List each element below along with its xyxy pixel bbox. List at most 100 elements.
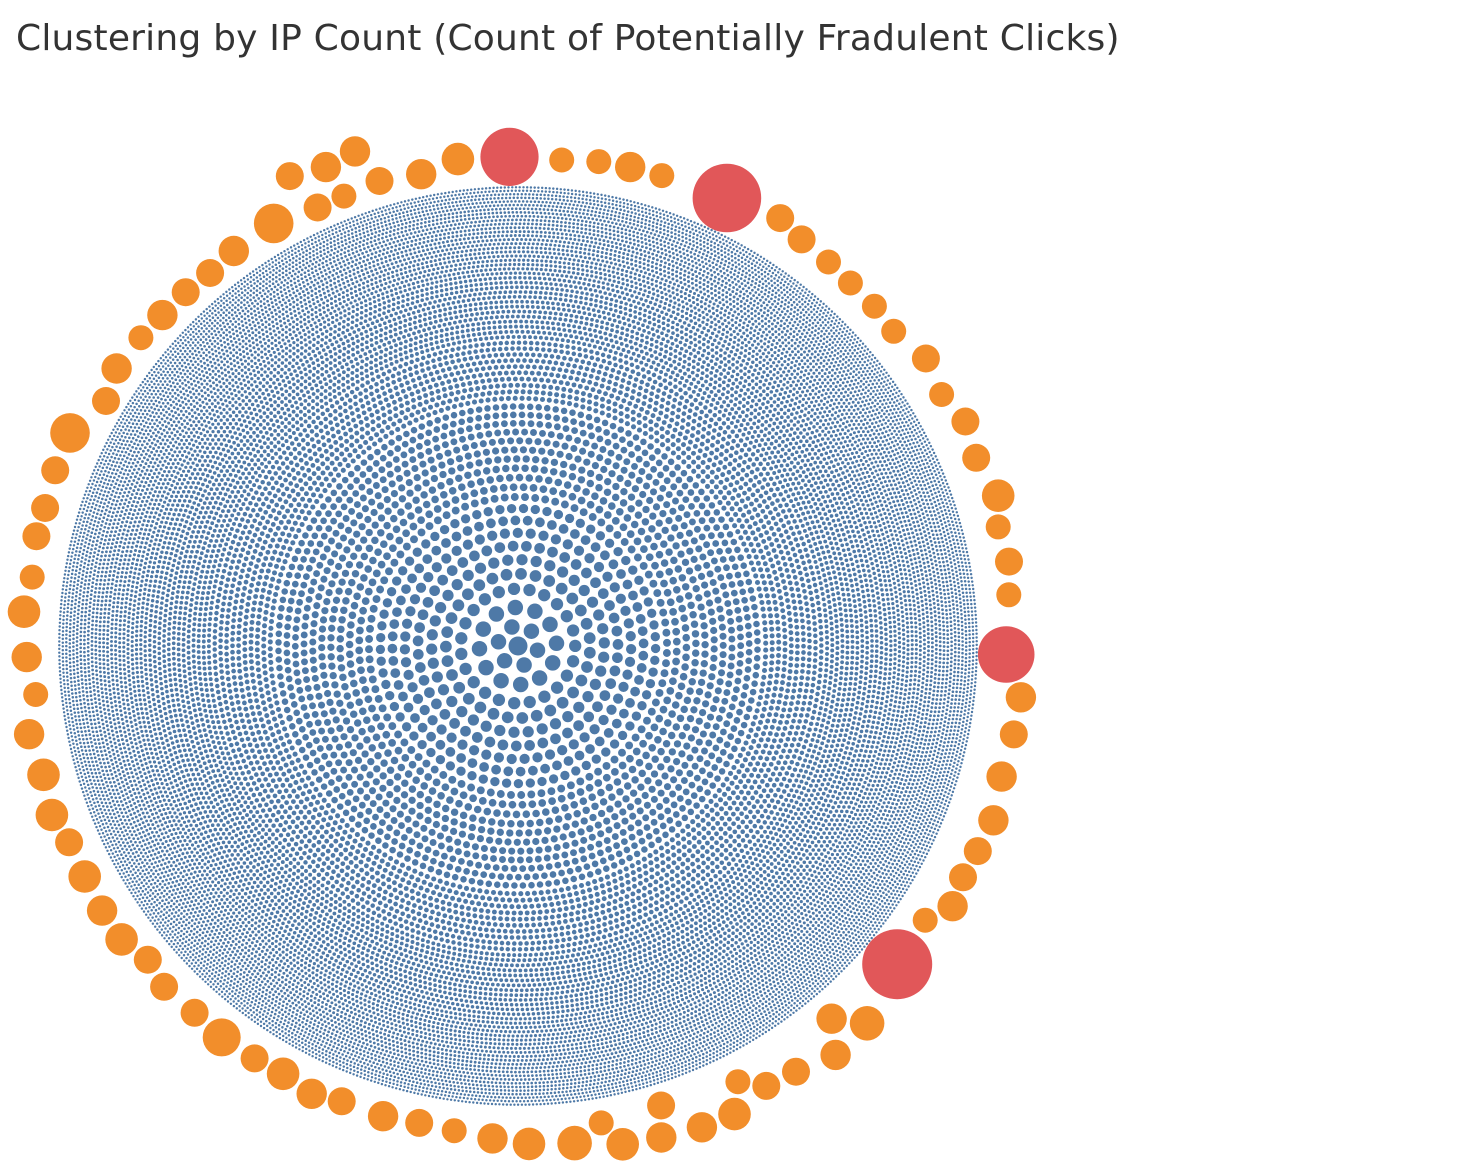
normal-bubble[interactable] bbox=[404, 502, 413, 510]
normal-bubble[interactable] bbox=[363, 817, 371, 825]
normal-bubble[interactable] bbox=[381, 881, 386, 887]
normal-bubble[interactable] bbox=[581, 661, 593, 673]
normal-bubble[interactable] bbox=[309, 656, 317, 664]
normal-bubble[interactable] bbox=[296, 598, 303, 606]
normal-bubble[interactable] bbox=[577, 828, 585, 836]
normal-bubble[interactable] bbox=[446, 845, 454, 853]
normal-bubble[interactable] bbox=[625, 698, 635, 708]
normal-bubble[interactable] bbox=[726, 417, 730, 422]
normal-bubble[interactable] bbox=[655, 714, 664, 723]
normal-bubble[interactable] bbox=[434, 917, 440, 923]
normal-bubble[interactable] bbox=[687, 734, 696, 742]
normal-bubble[interactable] bbox=[618, 896, 624, 902]
normal-bubble[interactable] bbox=[719, 452, 724, 457]
normal-bubble[interactable] bbox=[561, 386, 567, 392]
normal-bubble[interactable] bbox=[412, 776, 421, 784]
normal-bubble[interactable] bbox=[688, 781, 696, 789]
normal-bubble[interactable] bbox=[234, 503, 239, 508]
normal-bubble[interactable] bbox=[751, 814, 757, 820]
normal-bubble[interactable] bbox=[734, 546, 741, 554]
normal-bubble[interactable] bbox=[709, 489, 715, 495]
normal-bubble[interactable] bbox=[311, 769, 318, 776]
normal-bubble[interactable] bbox=[775, 475, 780, 480]
normal-bubble[interactable] bbox=[681, 876, 687, 881]
normal-bubble[interactable] bbox=[456, 753, 466, 763]
normal-bubble[interactable] bbox=[508, 726, 520, 738]
normal-bubble[interactable] bbox=[584, 939, 589, 944]
normal-bubble[interactable] bbox=[654, 863, 660, 869]
normal-bubble[interactable] bbox=[415, 409, 421, 415]
normal-bubble[interactable] bbox=[320, 411, 326, 417]
normal-bubble[interactable] bbox=[341, 569, 350, 578]
normal-bubble[interactable] bbox=[434, 402, 440, 408]
normal-bubble[interactable] bbox=[455, 352, 460, 358]
normal-bubble[interactable] bbox=[624, 901, 630, 906]
normal-bubble[interactable] bbox=[746, 447, 752, 452]
normal-bubble[interactable] bbox=[466, 425, 473, 433]
normal-bubble[interactable] bbox=[246, 770, 251, 775]
normal-bubble[interactable] bbox=[407, 512, 415, 520]
normal-bubble[interactable] bbox=[724, 776, 730, 782]
normal-bubble[interactable] bbox=[493, 946, 498, 951]
normal-bubble[interactable] bbox=[408, 807, 416, 815]
normal-bubble[interactable] bbox=[616, 569, 626, 579]
normal-bubble[interactable] bbox=[263, 457, 268, 462]
normal-bubble[interactable] bbox=[562, 539, 573, 550]
normal-bubble[interactable] bbox=[647, 443, 654, 450]
normal-bubble[interactable] bbox=[365, 635, 374, 643]
normal-bubble[interactable] bbox=[540, 390, 546, 396]
normal-bubble[interactable] bbox=[782, 627, 788, 633]
normal-bubble[interactable] bbox=[377, 886, 383, 892]
normal-bubble[interactable] bbox=[287, 428, 292, 433]
normal-bubble[interactable] bbox=[682, 633, 690, 642]
normal-bubble[interactable] bbox=[504, 838, 512, 846]
normal-bubble[interactable] bbox=[298, 695, 306, 703]
normal-bubble[interactable] bbox=[402, 374, 408, 380]
normal-bubble[interactable] bbox=[364, 368, 369, 373]
normal-bubble[interactable] bbox=[449, 718, 460, 729]
normal-bubble[interactable] bbox=[410, 713, 420, 723]
normal-bubble[interactable] bbox=[361, 876, 366, 882]
normal-bubble[interactable] bbox=[776, 726, 781, 731]
normal-bubble[interactable] bbox=[390, 817, 398, 824]
normal-bubble[interactable] bbox=[422, 554, 433, 564]
normal-bubble[interactable] bbox=[397, 763, 406, 772]
normal-bubble[interactable] bbox=[560, 669, 574, 682]
normal-bubble[interactable] bbox=[223, 699, 229, 705]
normal-bubble[interactable] bbox=[682, 788, 690, 796]
normal-bubble[interactable] bbox=[359, 494, 367, 502]
normal-bubble[interactable] bbox=[804, 601, 809, 606]
normal-bubble[interactable] bbox=[615, 453, 623, 461]
normal-bubble[interactable] bbox=[236, 656, 242, 661]
normal-bubble[interactable] bbox=[647, 376, 652, 382]
normal-bubble[interactable] bbox=[694, 564, 702, 572]
normal-bubble[interactable] bbox=[522, 515, 533, 526]
normal-bubble[interactable] bbox=[660, 867, 666, 873]
normal-bubble[interactable] bbox=[796, 564, 801, 570]
normal-bubble[interactable] bbox=[582, 372, 588, 378]
normal-bubble[interactable] bbox=[257, 749, 262, 755]
normal-bubble[interactable] bbox=[405, 606, 416, 617]
normal-bubble[interactable] bbox=[547, 895, 553, 901]
normal-bubble[interactable] bbox=[537, 776, 547, 787]
normal-bubble[interactable] bbox=[714, 775, 721, 782]
normal-bubble[interactable] bbox=[486, 836, 494, 844]
normal-bubble[interactable] bbox=[750, 721, 756, 727]
normal-bubble[interactable] bbox=[665, 438, 671, 443]
normal-bubble[interactable] bbox=[654, 906, 659, 912]
normal-bubble[interactable] bbox=[349, 389, 355, 395]
normal-bubble[interactable] bbox=[480, 895, 486, 901]
normal-bubble[interactable] bbox=[636, 371, 641, 377]
normal-bubble[interactable] bbox=[463, 898, 469, 904]
normal-bubble[interactable] bbox=[399, 357, 404, 362]
normal-bubble[interactable] bbox=[274, 563, 279, 569]
normal-bubble[interactable] bbox=[382, 842, 389, 849]
normal-bubble[interactable] bbox=[247, 529, 252, 535]
normal-bubble[interactable] bbox=[718, 877, 723, 882]
normal-bubble[interactable] bbox=[441, 386, 447, 392]
normal-bubble[interactable] bbox=[365, 886, 371, 892]
normal-bubble[interactable] bbox=[472, 907, 478, 912]
normal-bubble[interactable] bbox=[684, 592, 693, 600]
normal-bubble[interactable] bbox=[760, 508, 766, 514]
normal-bubble[interactable] bbox=[312, 480, 317, 486]
